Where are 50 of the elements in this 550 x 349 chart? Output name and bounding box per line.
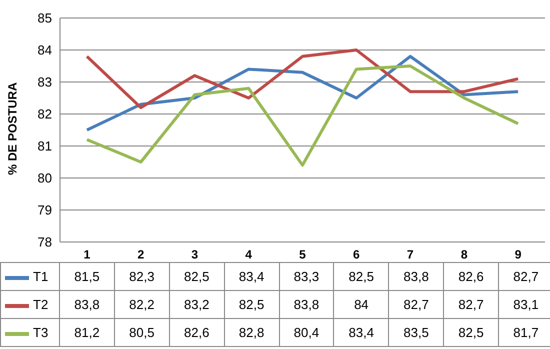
y-tick-label: 84 <box>38 42 52 58</box>
data-label: 82,5 <box>169 262 224 290</box>
data-label: 81,2 <box>60 318 114 346</box>
x-tick-label: 7 <box>406 248 414 262</box>
x-tick-label: 8 <box>460 248 468 262</box>
x-tick-label: 9 <box>514 248 522 262</box>
data-label: 80,5 <box>114 318 170 346</box>
data-label: 83,2 <box>169 290 224 318</box>
data-label: 83,8 <box>279 290 334 318</box>
data-label: 80,4 <box>279 318 334 346</box>
line-series <box>85 48 520 110</box>
data-label: 82,7 <box>444 290 498 318</box>
data-label: 81,5 <box>60 262 114 290</box>
y-tick-label: 78 <box>38 234 52 250</box>
x-tick-label: 6 <box>353 248 360 262</box>
data-label: 84 <box>334 290 389 318</box>
data-label: 82,5 <box>334 262 389 290</box>
data-label: 83,8 <box>60 290 114 318</box>
x-tick-label: 2 <box>137 248 144 262</box>
data-label: 82,5 <box>224 290 279 318</box>
data-label: 83,8 <box>388 262 444 290</box>
legend-label: T3 <box>33 325 48 340</box>
data-label: 82,8 <box>224 318 279 346</box>
x-tick-label: 1 <box>84 248 91 262</box>
y-axis-title: % DE POSTURA <box>5 82 20 175</box>
data-label: 83,4 <box>224 262 279 290</box>
data-label: 82,5 <box>444 318 498 346</box>
data-label: 83,5 <box>388 318 444 346</box>
x-tick-label: 5 <box>299 248 306 262</box>
y-tick-label: 81 <box>38 138 52 154</box>
x-tick-label: 4 <box>245 248 252 262</box>
data-label: 82,7 <box>388 290 444 318</box>
legend-label: T2 <box>33 297 48 312</box>
y-tick-label: 82 <box>38 106 52 122</box>
y-tick-label: 85 <box>38 10 52 26</box>
data-label: 82,7 <box>498 262 550 290</box>
data-label: 82,6 <box>444 262 498 290</box>
y-tick-label: 80 <box>38 170 52 186</box>
data-label: 83,3 <box>279 262 334 290</box>
data-label: 82,3 <box>114 262 170 290</box>
data-label: 83,4 <box>334 318 389 346</box>
data-label: 82,6 <box>169 318 224 346</box>
data-label: 81,7 <box>498 318 550 346</box>
legend-label: T1 <box>33 269 48 284</box>
y-tick-label: 83 <box>38 74 52 90</box>
data-label: 83,1 <box>498 290 550 318</box>
line-series <box>85 64 520 167</box>
y-tick-label: 79 <box>38 202 52 218</box>
data-label: 82,2 <box>114 290 170 318</box>
x-tick-label: 3 <box>191 248 198 262</box>
